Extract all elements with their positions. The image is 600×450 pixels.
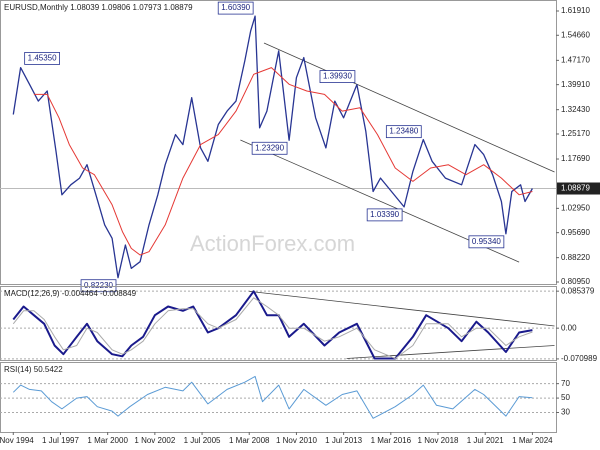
x-tick-label: 1 Mar 2008: [229, 436, 270, 445]
y-tick-label: 70: [561, 379, 570, 388]
trendline: [346, 345, 555, 359]
y-tick-label: 0.00: [561, 323, 577, 332]
x-tick-label: 1 Jul 2021: [467, 436, 504, 445]
annotation-box: [24, 52, 60, 65]
annotation-box: [319, 70, 356, 83]
annotation-label: 1.03390: [370, 210, 399, 219]
panel-frame: [0, 286, 557, 361]
annotation-label: 1.23290: [255, 143, 284, 152]
panel-title: MACD(12,26,9) -0.004464 -0.008849: [4, 289, 137, 298]
y-tick-label: -0.070989: [561, 354, 598, 363]
annotation-box: [217, 1, 254, 15]
x-tick-label: 1 Jul 1997: [42, 436, 79, 445]
panel-frame: [0, 362, 557, 433]
x-tick-label: 1 Mar 2000: [87, 436, 128, 445]
panel-frame: [0, 0, 557, 285]
y-tick-label: 1.47170: [561, 55, 590, 64]
x-tick-label: 1 Nov 2002: [134, 436, 175, 445]
annotation-label: 1.45350: [28, 54, 57, 63]
annotation-box: [251, 141, 288, 155]
x-tick-label: 1 Nov 1994: [0, 436, 34, 445]
y-tick-label: 1.61910: [561, 6, 590, 15]
panel-title: RSI(14) 50.5422: [4, 365, 63, 374]
last-value-label: 1.08879: [561, 184, 590, 193]
x-tick-label: 1 Jul 2005: [184, 436, 221, 445]
series-line: [12, 297, 533, 359]
annotation-label: 0.82230: [84, 281, 113, 290]
y-tick-label: 0.95690: [561, 228, 590, 237]
series-line: [12, 375, 533, 419]
y-tick-label: 1.02950: [561, 203, 590, 212]
watermark: ActionForex.com: [190, 231, 355, 256]
annotation-box: [468, 235, 505, 249]
series-line: [12, 15, 533, 279]
annotation-label: 1.23480: [389, 127, 418, 136]
last-value-box: [557, 182, 600, 195]
y-tick-label: 1.25170: [561, 129, 590, 138]
y-tick-label: 0.88220: [561, 253, 590, 262]
annotation-box: [385, 125, 422, 139]
panel-title: EURUSD,Monthly 1.08039 1.09806 1.07973 1…: [4, 3, 193, 12]
x-tick-label: 1 Nov 2010: [276, 436, 317, 445]
annotation-label: 0.95340: [472, 237, 501, 246]
annotation-label: 1.60390: [221, 3, 250, 12]
y-tick-label: 1.32430: [561, 105, 590, 114]
x-tick-label: 1 Mar 2016: [371, 436, 412, 445]
y-tick-label: 30: [561, 408, 570, 417]
series-line: [33, 67, 533, 256]
y-tick-label: 1.39910: [561, 80, 590, 89]
y-tick-label: 0.80950: [561, 277, 590, 286]
x-tick-label: 1 Jul 2013: [325, 436, 362, 445]
x-tick-label: 1 Nov 2018: [418, 436, 459, 445]
annotation-box: [80, 279, 117, 293]
y-tick-label: 1.17690: [561, 154, 590, 163]
annotation-label: 1.39930: [323, 72, 352, 81]
x-tick-label: 1 Mar 2024: [512, 436, 553, 445]
annotation-box: [366, 208, 403, 222]
trendline: [263, 42, 555, 173]
y-tick-label: 0.085379: [561, 286, 595, 295]
y-tick-label: 50: [561, 393, 570, 402]
y-tick-label: 1.54660: [561, 30, 590, 39]
trendline: [249, 290, 555, 327]
